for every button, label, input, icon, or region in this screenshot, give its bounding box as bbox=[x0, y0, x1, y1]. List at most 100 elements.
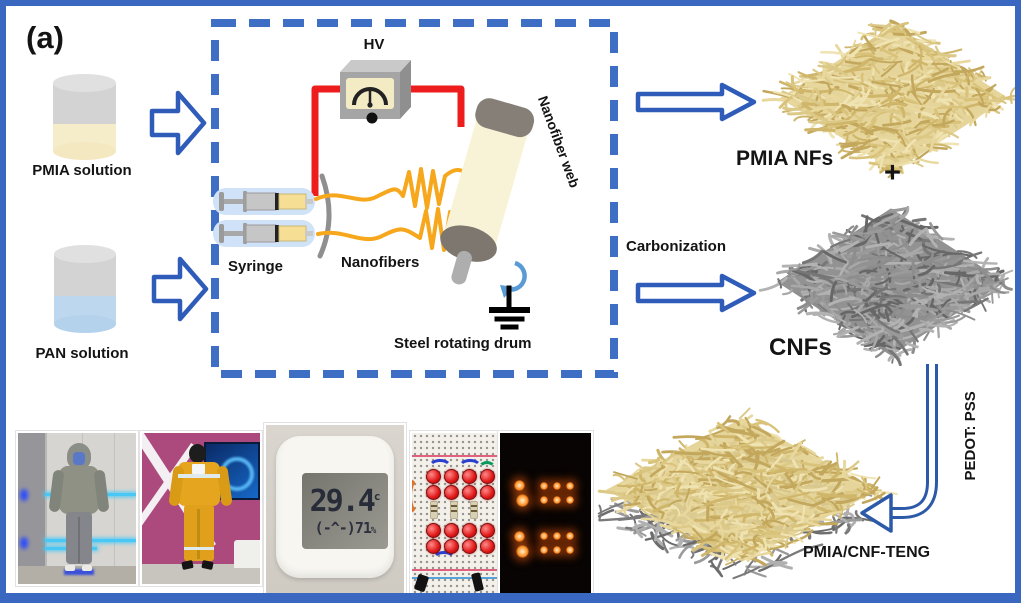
steel-rotating-drum-label: Steel rotating drum bbox=[394, 335, 532, 352]
arrow-carbonization bbox=[635, 273, 757, 313]
glowing-led bbox=[553, 496, 561, 504]
glowing-led bbox=[553, 532, 561, 540]
glowing-led bbox=[553, 546, 561, 554]
pmia-cnf-teng-mat bbox=[597, 407, 898, 580]
glowing-led bbox=[553, 482, 561, 490]
cnfs-label: CNFs bbox=[769, 334, 832, 361]
counter bbox=[234, 540, 260, 568]
face-mask bbox=[73, 452, 85, 465]
hv-meter-icon bbox=[340, 60, 411, 124]
floor bbox=[18, 566, 136, 584]
red-led bbox=[480, 523, 495, 538]
humidity-readout: (-^-)71% bbox=[314, 518, 377, 537]
schematic-graphics bbox=[53, 19, 1015, 580]
pmia-nfs-mat bbox=[761, 19, 1015, 179]
syringe-icons bbox=[213, 173, 332, 259]
face-glyph: (-^-) bbox=[314, 518, 356, 537]
sensor-device: 29.4c (-^-)71% bbox=[276, 436, 394, 578]
jumper-wire bbox=[458, 459, 482, 476]
floor-glow bbox=[64, 569, 94, 575]
glowing-led bbox=[516, 494, 529, 507]
lcd-screen: 29.4c (-^-)71% bbox=[302, 473, 388, 549]
wall-column bbox=[18, 433, 47, 584]
shoe bbox=[65, 565, 75, 571]
red-led bbox=[444, 469, 459, 484]
cnfs-mat bbox=[758, 205, 1014, 367]
red-led bbox=[480, 469, 495, 484]
ground-symbol-icon bbox=[489, 285, 530, 330]
power-rail bbox=[412, 569, 500, 571]
hv-wire-left bbox=[311, 85, 346, 196]
photo-thermo-hygrometer: 29.4c (-^-)71% bbox=[266, 425, 404, 593]
leg-gap bbox=[78, 517, 80, 563]
leg-gap bbox=[197, 509, 200, 559]
red-led bbox=[426, 539, 441, 554]
glowing-led bbox=[566, 496, 574, 504]
temperature-unit: c bbox=[373, 489, 381, 503]
red-led bbox=[426, 523, 441, 538]
rotating-drum-icon bbox=[440, 98, 535, 285]
red-led bbox=[444, 539, 459, 554]
resistor bbox=[450, 501, 458, 519]
glowing-led bbox=[566, 482, 574, 490]
wall-seam bbox=[114, 433, 115, 566]
pedot-pipe-arrow-icon bbox=[860, 364, 938, 533]
pmia-solution-cylinder bbox=[53, 74, 116, 160]
red-led bbox=[480, 539, 495, 554]
mannequin-head bbox=[189, 444, 206, 463]
pan-solution-label: PAN solution bbox=[35, 345, 129, 362]
nanofibers-label: Nanofibers bbox=[341, 254, 420, 271]
pedot-pss-label: PEDOT: PSS bbox=[962, 391, 980, 481]
glowing-led bbox=[514, 480, 525, 491]
red-led bbox=[444, 485, 459, 500]
panel-letter: (a) bbox=[26, 20, 64, 55]
jumper-wire bbox=[478, 461, 496, 476]
red-led bbox=[462, 485, 477, 500]
red-led bbox=[426, 469, 441, 484]
rotation-arrow-icon bbox=[506, 260, 527, 292]
carbonization-label: Carbonization bbox=[626, 238, 726, 255]
photo-firefighter-suit bbox=[142, 433, 260, 584]
pmia-solution-label: PMIA solution bbox=[32, 162, 132, 179]
power-rail bbox=[412, 455, 500, 457]
reflective-stripe bbox=[178, 474, 220, 478]
glowing-led bbox=[566, 546, 574, 554]
red-led bbox=[480, 485, 495, 500]
reflective-stripe bbox=[184, 547, 214, 550]
chest-tag bbox=[192, 464, 205, 474]
temperature-value: 29.4 bbox=[309, 483, 376, 519]
laser-glow bbox=[20, 489, 28, 501]
red-led bbox=[462, 469, 477, 484]
power-rail bbox=[412, 577, 500, 579]
photo-led-glow bbox=[500, 433, 591, 593]
red-led bbox=[426, 485, 441, 500]
glowing-led bbox=[540, 482, 548, 490]
red-led bbox=[444, 523, 459, 538]
humidity-unit: % bbox=[370, 525, 377, 536]
glowing-led bbox=[516, 545, 529, 558]
jumper-wire bbox=[428, 459, 452, 476]
red-led bbox=[462, 539, 477, 554]
red-led bbox=[462, 523, 477, 538]
resistor bbox=[470, 501, 478, 519]
pmia-nfs-label: PMIA NFs bbox=[736, 147, 834, 170]
suit-torso bbox=[59, 466, 99, 514]
hv-label: HV bbox=[363, 36, 385, 53]
glowing-led bbox=[540, 496, 548, 504]
temperature-readout: 29.4c bbox=[309, 483, 381, 519]
plus-sign: + bbox=[884, 157, 901, 189]
jumper-wire bbox=[432, 551, 456, 568]
humidity-value: 71 bbox=[354, 518, 372, 537]
hv-wire-right bbox=[402, 85, 465, 127]
pmia-cnf-teng-label: PMIA/CNF-TENG bbox=[803, 544, 931, 561]
arrow-pan-to-box bbox=[151, 256, 209, 322]
display-screen bbox=[204, 442, 260, 500]
pan-solution-cylinder bbox=[54, 245, 116, 333]
photo-protective-suit bbox=[18, 433, 136, 584]
syringe-label: Syringe bbox=[228, 258, 284, 275]
arrow-pmia-to-box bbox=[149, 90, 207, 156]
glowing-led bbox=[540, 532, 548, 540]
shoe bbox=[82, 565, 92, 571]
arrow-to-pmia-nfs bbox=[635, 82, 757, 122]
